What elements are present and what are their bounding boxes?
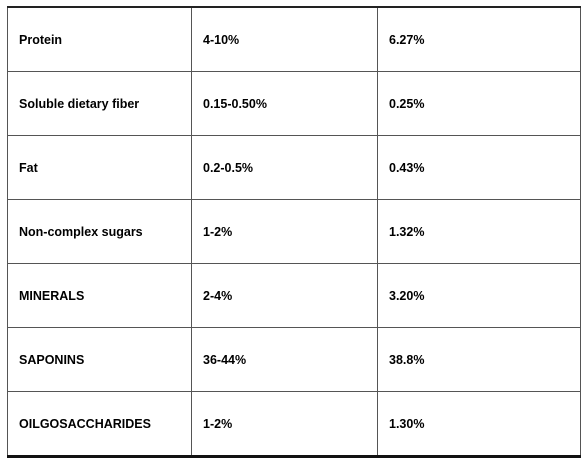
table-body: Protein 4-10% 6.27% Soluble dietary fiber 0.… xyxy=(7,6,581,457)
table-cell: 1-2% xyxy=(191,199,378,264)
table-cell: 38.8% xyxy=(377,327,581,392)
table-row: Soluble dietary fiber 0.15-0.50% 0.25% xyxy=(7,71,581,136)
table-row: Non-complex sugars 1-2% 1.32% xyxy=(7,199,581,264)
table-cell: MINERALS xyxy=(7,263,192,328)
table-row: Fat 0.2-0.5% 0.43% xyxy=(7,135,581,200)
table-cell: Protein xyxy=(7,6,192,72)
table-cell: 0.43% xyxy=(377,135,581,200)
table-row: Protein 4-10% 6.27% xyxy=(7,6,581,72)
table-cell: 2-4% xyxy=(191,263,378,328)
table-cell: Soluble dietary fiber xyxy=(7,71,192,136)
table-cell: 0.15-0.50% xyxy=(191,71,378,136)
table-cell: OILGOSACCHARIDES xyxy=(7,391,192,457)
table-cell: Fat xyxy=(7,135,192,200)
table-cell: 1-2% xyxy=(191,391,378,457)
table-cell: 36-44% xyxy=(191,327,378,392)
table-row: OILGOSACCHARIDES 1-2% 1.30% xyxy=(7,391,581,457)
table-row: SAPONINS 36-44% 38.8% xyxy=(7,327,581,392)
table-cell: SAPONINS xyxy=(7,327,192,392)
table-cell: 3.20% xyxy=(377,263,581,328)
table-cell: 0.25% xyxy=(377,71,581,136)
table-cell: 1.30% xyxy=(377,391,581,457)
table-cell: 0.2-0.5% xyxy=(191,135,378,200)
table-cell: 1.32% xyxy=(377,199,581,264)
table-cell: 6.27% xyxy=(377,6,581,72)
table-cell: Non-complex sugars xyxy=(7,199,192,264)
table-row: MINERALS 2-4% 3.20% xyxy=(7,263,581,328)
data-table: Protein 4-10% 6.27% Soluble dietary fiber 0.… xyxy=(7,6,581,458)
table-cell: 4-10% xyxy=(191,6,378,72)
